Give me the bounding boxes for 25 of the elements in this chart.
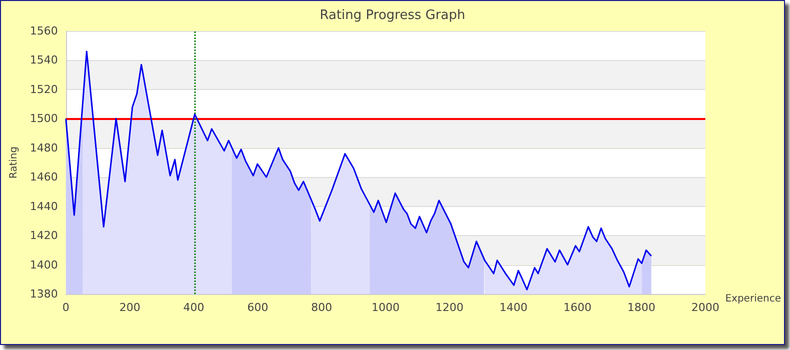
y-tick-label: 1380 — [30, 288, 58, 300]
chart-title: Rating Progress Graph — [320, 8, 466, 23]
y-tick-label: 1420 — [30, 229, 58, 242]
y-tick-label: 1540 — [30, 54, 58, 67]
x-tick-label: 800 — [311, 301, 332, 314]
y-tick-label: 1520 — [30, 82, 58, 96]
x-tick-label: 600 — [247, 301, 268, 314]
x-tick-label: 2000 — [691, 301, 720, 314]
x-tick-label: 1200 — [436, 301, 464, 314]
x-tick-label: 1400 — [500, 301, 528, 314]
x-tick-label: 200 — [119, 301, 140, 314]
x-axis-title: Experience — [725, 294, 781, 304]
y-tick-label: 1480 — [30, 141, 58, 154]
y-tick-label: 1500 — [30, 112, 58, 126]
line-series — [65, 50, 652, 290]
y-tick-label: 1460 — [30, 170, 58, 184]
x-tick-label: 0 — [62, 301, 70, 314]
y-tick-label: 1400 — [30, 258, 58, 272]
x-tick-label: 1000 — [372, 301, 400, 314]
x-tick-label: 1600 — [563, 301, 592, 314]
y-tick-label: 1560 — [30, 24, 58, 38]
x-tick-label: 400 — [183, 301, 204, 314]
y-axis-title: Rating — [8, 146, 20, 179]
x-tick-label: 1800 — [627, 301, 656, 314]
y-tick-label: 1440 — [30, 200, 58, 213]
